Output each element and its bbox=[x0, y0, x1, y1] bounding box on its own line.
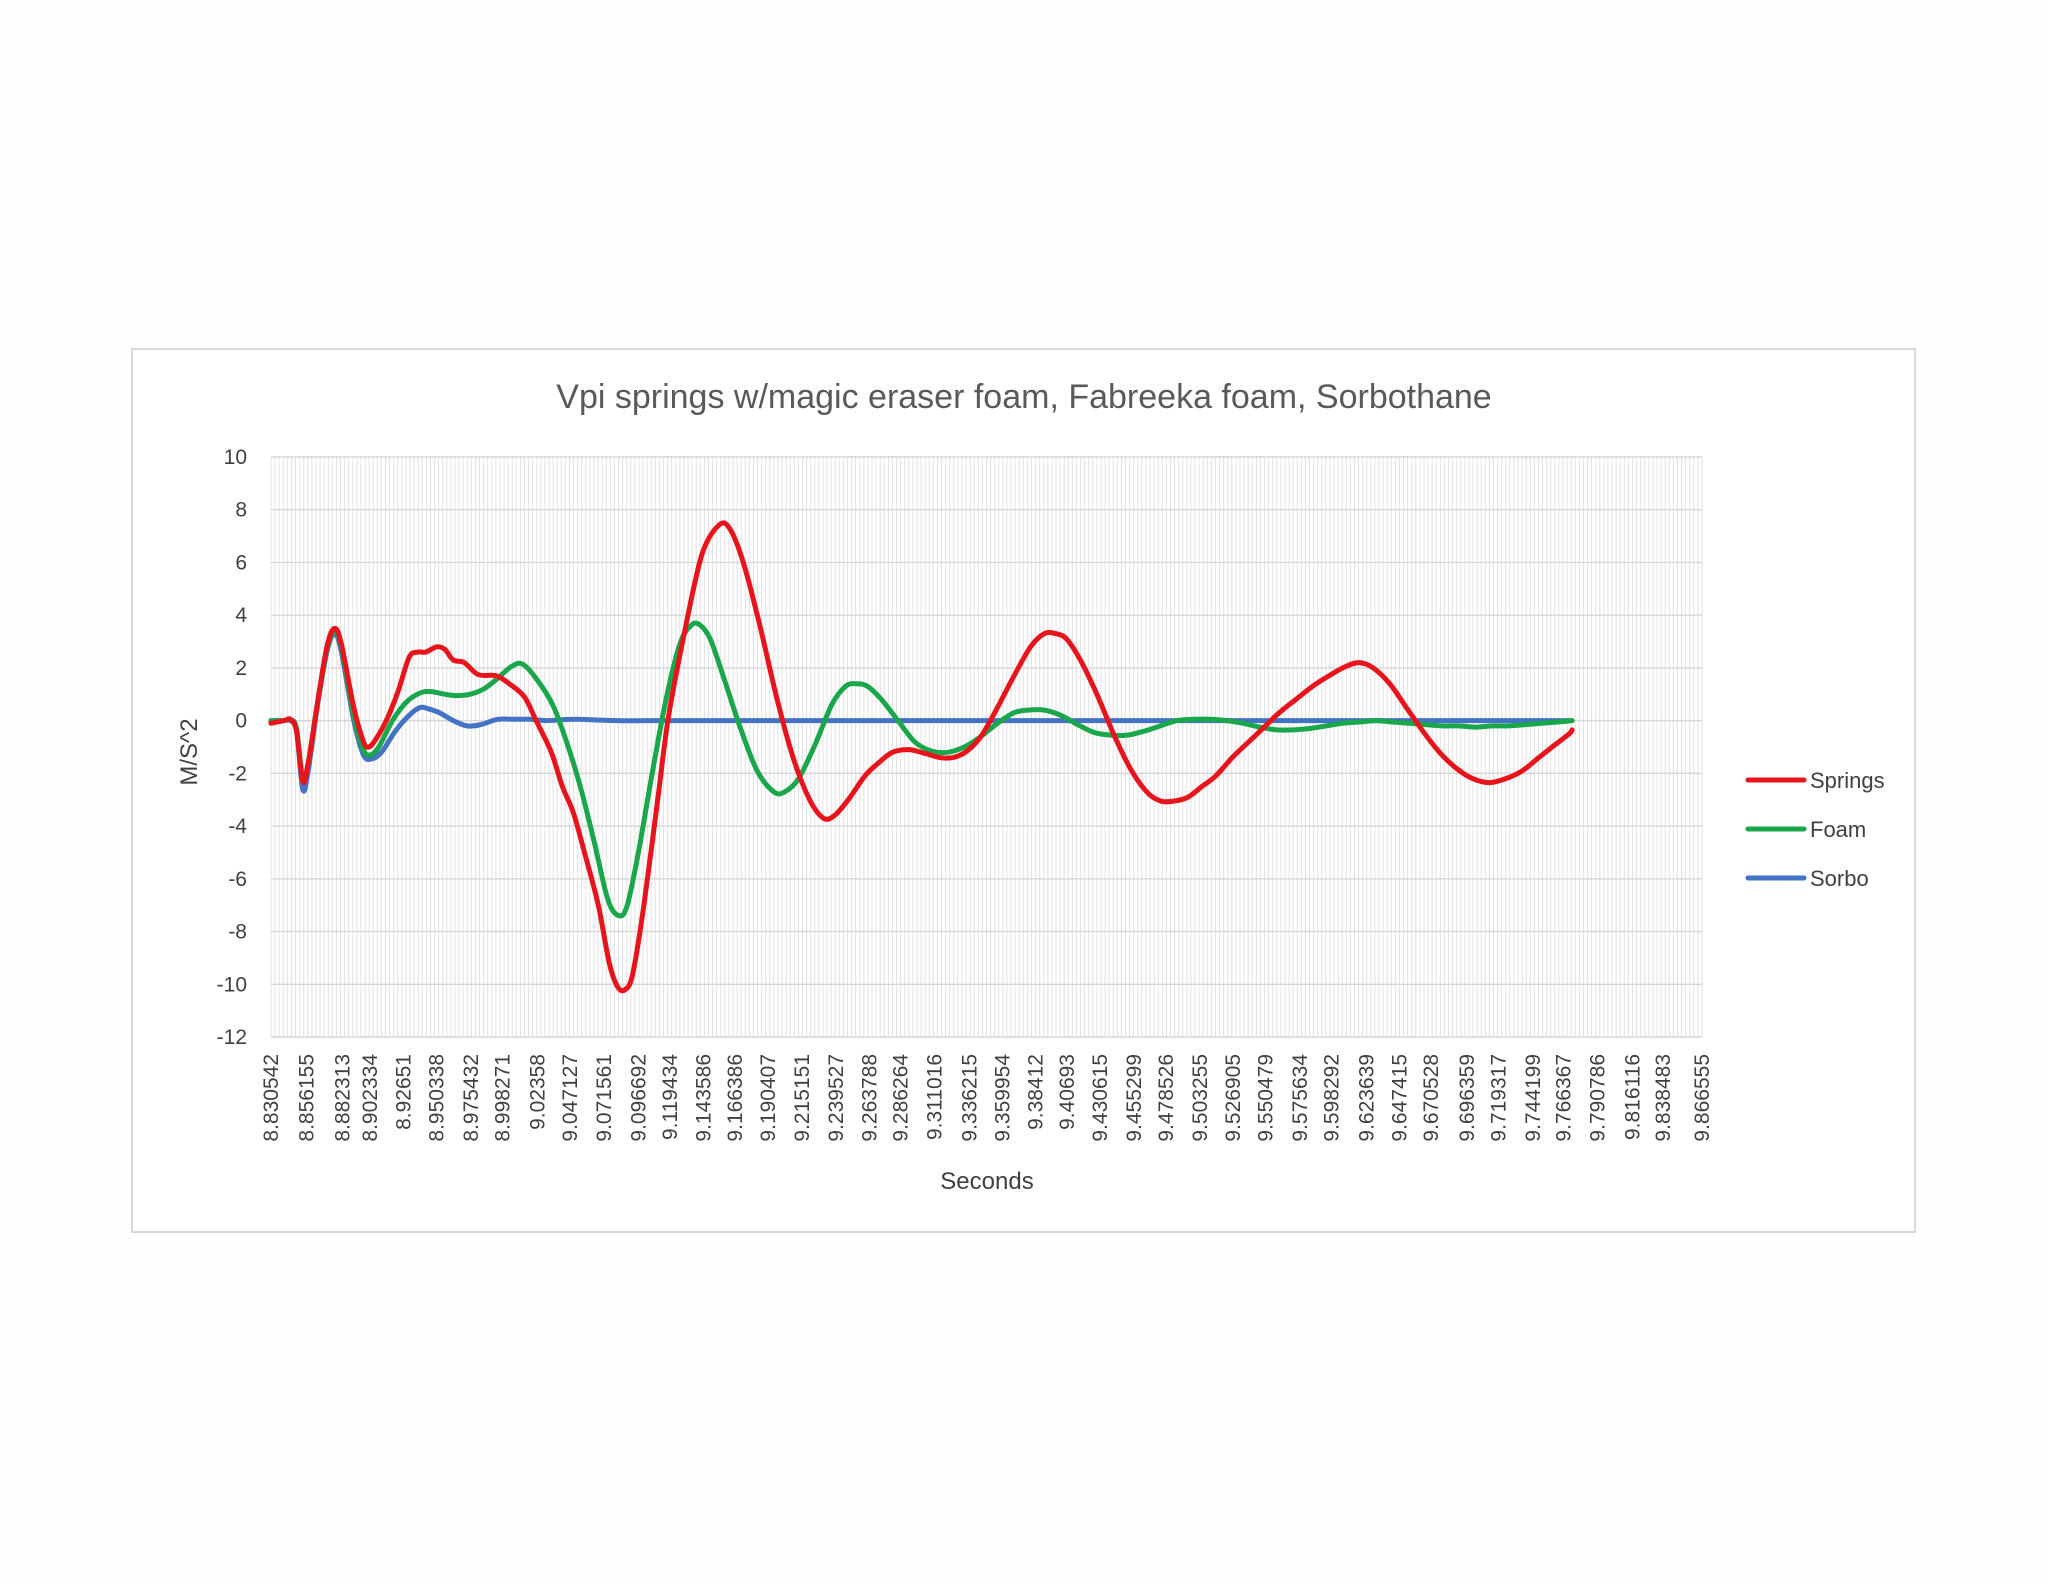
y-tick-label: -12 bbox=[217, 1026, 247, 1049]
x-tick-label: 9.816116 bbox=[1621, 1054, 1644, 1140]
x-tick-label: 9.38412 bbox=[1025, 1054, 1048, 1130]
series-line-foam bbox=[268, 620, 1575, 919]
y-tick-label: -6 bbox=[228, 868, 247, 891]
x-tick-label: 9.478526 bbox=[1155, 1054, 1178, 1142]
x-tick-label: 9.190407 bbox=[757, 1054, 780, 1142]
y-tick-label: 0 bbox=[235, 710, 247, 733]
x-tick-label: 8.882313 bbox=[332, 1054, 355, 1142]
y-tick-label: -2 bbox=[228, 762, 247, 785]
x-tick-label: 9.166386 bbox=[724, 1054, 747, 1142]
x-tick-label: 9.430615 bbox=[1089, 1054, 1112, 1142]
x-tick-label: 9.790786 bbox=[1586, 1054, 1609, 1142]
y-tick-label: -4 bbox=[228, 815, 247, 838]
x-tick-label: 9.866555 bbox=[1691, 1054, 1714, 1142]
x-tick-label: 8.950338 bbox=[425, 1054, 448, 1142]
x-tick-label: 9.215151 bbox=[791, 1054, 814, 1142]
x-tick-label: 9.071561 bbox=[593, 1054, 616, 1142]
x-tick-label: 9.02358 bbox=[527, 1054, 550, 1130]
plot-area: 10 8 6 4 2 0 -2 -4 -6 -8 -10 -12 8.830542 8.856155 8.8… bbox=[217, 446, 1714, 1142]
x-tick-label: 9.096692 bbox=[628, 1054, 651, 1142]
x-tick-label: 9.526905 bbox=[1222, 1054, 1245, 1142]
x-tick-label: 9.263788 bbox=[858, 1054, 881, 1142]
x-tick-label: 9.143586 bbox=[692, 1054, 715, 1142]
x-tick-label: 9.696359 bbox=[1456, 1054, 1479, 1142]
x-tick-label: 9.623639 bbox=[1355, 1054, 1378, 1142]
x-tick-label: 8.830542 bbox=[260, 1054, 283, 1142]
y-tick-label: 8 bbox=[235, 499, 247, 522]
x-tick-label: 9.598292 bbox=[1320, 1054, 1343, 1142]
y-axis-title: M/S^2 bbox=[176, 718, 203, 785]
x-tick-label: 9.550479 bbox=[1254, 1054, 1277, 1142]
y-tick-label: 2 bbox=[235, 657, 247, 680]
x-tick-label: 9.503255 bbox=[1189, 1054, 1212, 1142]
x-tick-label: 9.311016 bbox=[924, 1054, 947, 1140]
chart-title: Vpi springs w/magic eraser foam, Fabreek… bbox=[556, 378, 1491, 416]
x-tick-label: 9.359954 bbox=[991, 1054, 1014, 1142]
x-tick-label: 9.744199 bbox=[1522, 1054, 1545, 1142]
x-tick-label: 9.838483 bbox=[1652, 1054, 1675, 1142]
x-tick-label: 9.719317 bbox=[1488, 1054, 1511, 1142]
x-tick-label: 9.047127 bbox=[559, 1054, 582, 1142]
x-tick-label: 9.455299 bbox=[1123, 1054, 1146, 1142]
x-tick-label: 9.670528 bbox=[1420, 1054, 1443, 1142]
x-axis-title: Seconds bbox=[940, 1168, 1033, 1195]
x-tick-label: 9.40693 bbox=[1056, 1054, 1079, 1130]
legend: Springs Foam Sorbo bbox=[1745, 768, 1885, 891]
x-tick-label: 8.998271 bbox=[492, 1054, 515, 1142]
x-tick-label: 9.766367 bbox=[1553, 1054, 1576, 1142]
legend-label-foam: Foam bbox=[1810, 817, 1866, 842]
x-tick-label: 8.92651 bbox=[393, 1054, 416, 1130]
x-tick-label: 9.286264 bbox=[889, 1054, 912, 1142]
x-tick-label: 8.856155 bbox=[295, 1054, 318, 1142]
x-tick-label: 9.575634 bbox=[1289, 1054, 1312, 1142]
legend-label-springs: Springs bbox=[1810, 768, 1885, 793]
x-tick-label: 9.119434 bbox=[659, 1054, 682, 1140]
series-line-springs bbox=[268, 520, 1575, 994]
y-tick-label: -8 bbox=[228, 921, 247, 944]
x-tick-label: 9.336215 bbox=[958, 1054, 981, 1142]
y-tick-label: 4 bbox=[235, 604, 247, 627]
x-tick-label: 8.902334 bbox=[359, 1054, 382, 1142]
y-tick-label: 10 bbox=[224, 446, 247, 469]
x-tick-label: 9.647415 bbox=[1388, 1054, 1411, 1142]
x-tick-label: 8.975432 bbox=[460, 1054, 483, 1142]
y-tick-label: -10 bbox=[217, 973, 247, 996]
x-tick-label: 9.239527 bbox=[825, 1054, 848, 1142]
legend-label-sorbo: Sorbo bbox=[1810, 866, 1869, 891]
y-tick-label: 6 bbox=[235, 551, 247, 574]
